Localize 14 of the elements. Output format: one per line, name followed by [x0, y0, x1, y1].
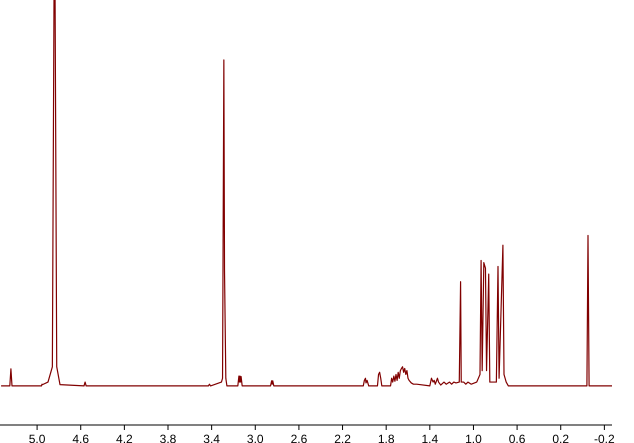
x-tick-label: 3.4 [203, 432, 220, 443]
x-tick-label: 0.6 [508, 432, 526, 443]
x-tick-label: 1.0 [465, 432, 482, 443]
x-tick-label: 2.6 [290, 432, 308, 443]
x-tick-label: 3.0 [246, 432, 264, 443]
x-tick-label: -0.2 [594, 432, 616, 443]
x-tick-label: 2.2 [334, 432, 352, 443]
x-tick-label: 4.6 [72, 432, 90, 443]
x-tick-label: 1.8 [378, 432, 395, 443]
x-tick-label: 5.0 [28, 432, 46, 443]
x-tick-label: 1.4 [421, 432, 438, 443]
x-tick-label: 0.2 [552, 432, 570, 443]
x-tick-label: 3.8 [160, 432, 177, 443]
x-tick-label: 4.2 [116, 432, 134, 443]
